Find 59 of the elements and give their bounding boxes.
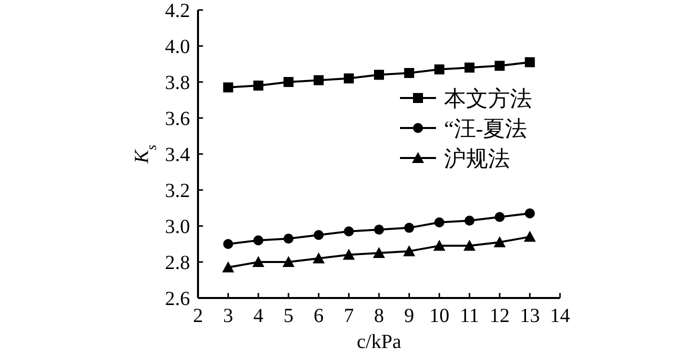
point	[374, 70, 384, 80]
legend-label: 本文方法	[444, 86, 532, 111]
point	[253, 235, 264, 246]
point	[222, 261, 234, 272]
point	[284, 234, 294, 244]
point	[344, 226, 354, 236]
point	[284, 77, 294, 87]
point	[253, 80, 264, 91]
y-tick-label: 3.6	[165, 108, 190, 130]
point	[434, 64, 444, 74]
y-tick-label: 4.2	[165, 0, 190, 22]
point	[282, 256, 294, 267]
x-tick-label: 6	[314, 305, 324, 327]
point	[373, 247, 385, 258]
point	[464, 62, 474, 73]
y-tick-label: 3.0	[165, 216, 190, 238]
y-tick-label: 3.8	[165, 72, 190, 94]
point	[223, 239, 234, 249]
x-tick-label: 11	[460, 305, 480, 327]
x-tick-label: 2	[193, 305, 203, 327]
x-tick-label: 10	[429, 305, 450, 327]
x-tick-label: 9	[404, 305, 414, 327]
x-tick-label: 3	[223, 305, 234, 327]
point	[494, 212, 505, 222]
legend-label: 沪规法	[444, 146, 510, 171]
y-tick-label: 3.2	[165, 180, 190, 202]
point	[524, 57, 535, 68]
x-tick-label: 7	[344, 305, 354, 327]
point	[403, 245, 416, 256]
point	[344, 73, 354, 84]
legend-label: “汪-夏法	[444, 116, 528, 141]
point	[252, 256, 264, 267]
x-tick-label: 13	[520, 305, 540, 327]
point	[434, 217, 444, 228]
x-tick-label: 12	[490, 305, 510, 327]
point	[464, 216, 474, 226]
point	[342, 248, 355, 260]
x-tick-label: 5	[284, 305, 294, 327]
point	[404, 68, 414, 78]
point	[374, 224, 384, 235]
x-tick-label: 8	[374, 305, 384, 327]
y-tick-label: 2.8	[165, 252, 190, 274]
point	[464, 240, 476, 251]
point	[494, 236, 506, 248]
y-tick-label: 2.6	[165, 288, 190, 310]
x-axis-title: c/kPa	[356, 331, 402, 352]
point	[404, 222, 414, 233]
point	[524, 230, 536, 242]
point	[433, 240, 446, 251]
y-tick-label: 4.0	[165, 36, 190, 58]
x-tick-label: 4	[253, 305, 264, 327]
y-tick-label: 3.4	[165, 144, 190, 166]
point	[223, 82, 234, 92]
point	[314, 230, 324, 240]
point	[312, 252, 325, 264]
x-tick-label: 14	[550, 305, 570, 327]
point	[524, 208, 535, 218]
point	[314, 75, 324, 86]
point	[494, 60, 505, 71]
